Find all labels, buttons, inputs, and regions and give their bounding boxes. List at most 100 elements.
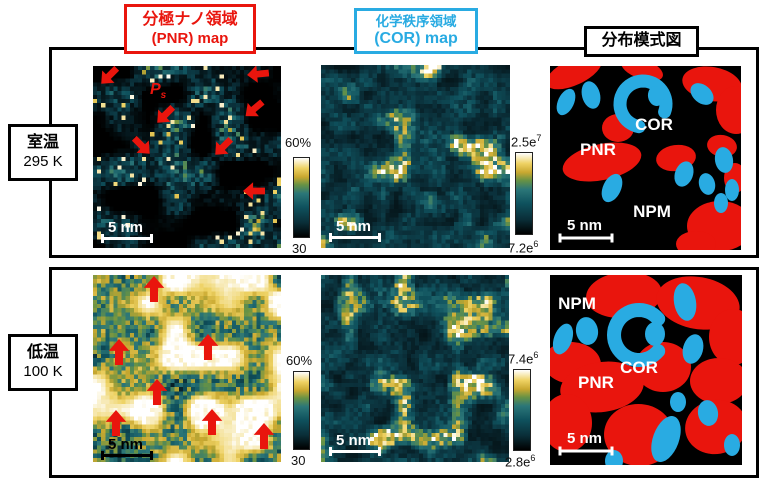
colorbar-min-label: 30 (291, 453, 306, 468)
pnr-heatmap-100k (93, 275, 281, 462)
colorbar-min-exponent: 6 (533, 239, 539, 249)
cor-region-blob (645, 322, 665, 346)
pnr-region-blob (716, 86, 741, 134)
header-cor-line1: 化学秩序領域 (375, 13, 457, 29)
colorbar-max-label: 60% (286, 353, 313, 368)
polarization-arrow-icon (131, 135, 150, 154)
arrow-layer-100k (93, 275, 281, 462)
header-pnr-map: 分極ナノ領域 (PNR) map (124, 4, 256, 54)
cor-region-blob (575, 317, 599, 345)
ps-base: P (150, 81, 161, 98)
colorbar-min-exponent: 6 (530, 453, 536, 463)
cor-region-blob (673, 283, 697, 321)
header-pnr-line2: (PNR) map (151, 29, 229, 47)
cor-region-blob (670, 392, 686, 412)
header-schematic: 分布模式図 (584, 26, 699, 57)
region-label-pnr: PNR (580, 140, 616, 159)
scale-bar-line (329, 233, 381, 242)
ps-sub: s (160, 90, 167, 102)
panel-pnr-map-295k: Ps 5 nm (93, 66, 281, 248)
polarization-arrow-icon (215, 136, 234, 155)
scale-bar-label: 5 nm (336, 218, 372, 235)
colorbar-min-label: 30 (292, 241, 307, 256)
pnr-heatmap-295k (93, 66, 281, 248)
cor-region-blob (714, 147, 734, 173)
colorbar-max-label: 7.4e6 (508, 351, 538, 367)
polarization-arrow-icon (247, 66, 270, 83)
colorbar-max-mantissa: 2.5e (511, 134, 537, 150)
scale-bar-line (329, 447, 381, 456)
header-cor-map: 化学秩序領域 (COR) map (354, 8, 478, 54)
cor-region-blob (581, 81, 601, 109)
polarization-arrow-icon (157, 104, 176, 123)
cor-region-blob (556, 88, 576, 116)
polarization-arrow-icon (108, 339, 130, 365)
colorbar-max-mantissa: 7.4e (508, 351, 534, 367)
cor-region-blob (552, 323, 574, 355)
panel-cor-map-295k: 5 nm (321, 65, 510, 248)
pnr-region-blob (621, 66, 663, 82)
temperature-value-295k: 295 K (23, 153, 63, 171)
colorbar-max-exponent: 7 (536, 133, 542, 143)
polarization-arrow-icon (146, 379, 168, 405)
colorbar-pnr-100k (293, 371, 310, 450)
pnr-region-blob (562, 142, 642, 182)
polarization-arrow-icon (101, 66, 120, 84)
polarization-arrow-icon (197, 334, 219, 360)
pnr-region-blob (709, 309, 742, 365)
pnr-region-blob (550, 66, 602, 90)
arrow-layer-295k (93, 66, 281, 248)
scale-bar-cor-100k: 5 nm (329, 432, 381, 456)
colorbar-min-label: 7.2e6 (508, 239, 539, 255)
cor-region-blob (724, 434, 740, 456)
pnr-region-blob (550, 394, 592, 452)
colorbar-cor-295k (515, 152, 533, 235)
scale-bar: 5 nm (558, 430, 614, 456)
scale-bar-label: 5 nm (108, 219, 144, 236)
polarization-arrow-icon (243, 182, 265, 200)
cor-region-blob (647, 86, 665, 106)
region-label-cor: COR (620, 358, 658, 377)
region-label-npm: NPM (558, 294, 596, 313)
header-cor-line2: (COR) map (374, 29, 458, 47)
scale-bar-label: 5 nm (336, 432, 372, 449)
header-schematic-label: 分布模式図 (601, 32, 682, 50)
scale-bar-pnr-295k: 5 nm (101, 219, 153, 243)
cor-region-blob (674, 161, 694, 187)
temperature-jp-100k: 低温 (26, 344, 59, 362)
cor-region-blob (725, 179, 739, 201)
scale-bar-pnr-100k: 5 nm (101, 436, 153, 460)
temperature-box-295k: 室温 295 K (8, 124, 78, 181)
cor-heatmap-100k (321, 275, 509, 462)
polarization-arrow-icon (201, 409, 223, 435)
colorbar-min-mantissa: 2.8e (505, 454, 531, 470)
scale-bar-label: 5 nm (567, 430, 602, 447)
cor-region-blob (682, 334, 704, 364)
colorbar-max-label: 2.5e7 (511, 133, 542, 150)
cor-region-curve (606, 302, 666, 368)
scale-bar-line (101, 451, 153, 460)
scale-bar-label: 5 nm (108, 436, 144, 453)
temperature-jp-295k: 室温 (26, 134, 59, 152)
cor-region-blob (601, 173, 623, 203)
scale-bar-cor-295k: 5 nm (329, 218, 381, 242)
panel-cor-map-100k: 5 nm (321, 275, 509, 462)
panel-pnr-map-100k: 5 nm (93, 275, 281, 462)
region-label-npm: NPM (633, 202, 671, 221)
colorbar-cor-100k (513, 369, 531, 451)
pnr-region-blob (690, 358, 742, 404)
cor-region-blob (698, 173, 716, 195)
pnr-region-blob (676, 231, 716, 250)
ps-polarization-label: Ps (150, 82, 166, 101)
polarization-arrow-icon (253, 423, 275, 449)
schematic-295k: PNR COR NPM 5 nm (550, 66, 741, 250)
region-label-pnr: PNR (578, 373, 614, 392)
colorbar-min-label: 2.8e6 (505, 453, 536, 470)
schematic-100k: NPM COR PNR 5 nm (550, 275, 742, 465)
cor-region-blob (714, 193, 728, 213)
polarization-arrow-icon (245, 99, 265, 117)
scale-bar-label: 5 nm (567, 217, 602, 234)
cor-region-blob (690, 83, 714, 105)
cor-region-blob (651, 416, 681, 462)
